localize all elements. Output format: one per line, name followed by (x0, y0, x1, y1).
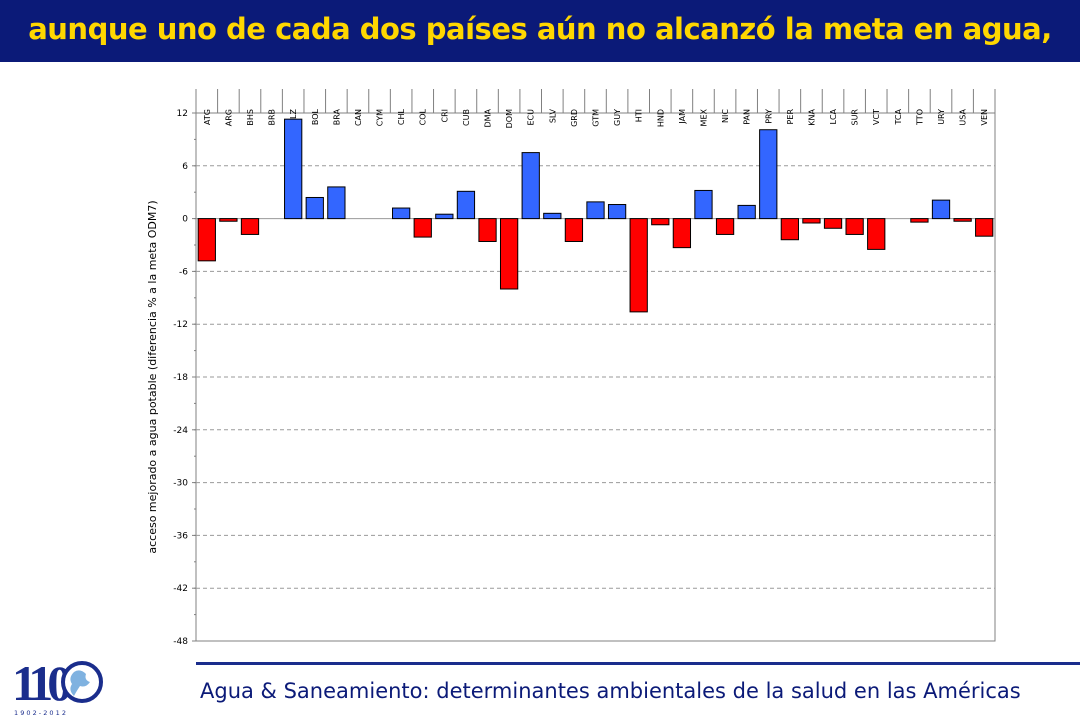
bar-negative (672, 218, 692, 249)
bar-negative (197, 218, 216, 262)
bar-positive (931, 199, 951, 220)
x-tick-label: GUY (613, 109, 622, 126)
footer-caption: Agua & Saneamiento: determinantes ambien… (200, 679, 1021, 703)
x-tick-label: BRA (332, 108, 341, 125)
bar-chart: 12 6 0 -6 -12 -18 -24 -30 -36 -42 -48 ATG ARG BHS BRB B… (146, 89, 996, 647)
bar-negative (478, 218, 497, 242)
y-tick-label: -42 (173, 584, 188, 594)
bar-positive (327, 186, 346, 220)
x-tick-label: GRD (570, 109, 579, 127)
bar-positive (543, 212, 562, 220)
x-tick-label: DOM (505, 109, 514, 128)
bar-negative (219, 218, 238, 222)
y-tick-label: -48 (173, 637, 188, 647)
footer-divider (196, 662, 1080, 665)
bar-positive (284, 118, 303, 220)
y-tick-label: 12 (177, 109, 188, 119)
bar-positive (456, 190, 476, 220)
bar-positive (759, 129, 778, 220)
logo-years: 1 9 0 2 - 2 0 1 2 (14, 709, 66, 717)
y-tick-label: -36 (173, 531, 188, 541)
continent-shape (70, 670, 90, 696)
x-tick-label: PER (786, 109, 795, 125)
x-tick-label: CHL (397, 108, 406, 125)
y-tick-label: -6 (179, 267, 188, 277)
y-tick-label: 6 (182, 162, 188, 172)
x-tick-label: BLZ (289, 108, 298, 124)
bar-positive (586, 201, 605, 220)
x-tick-label: ARG (224, 109, 233, 126)
x-tick-label: CRI (440, 109, 449, 123)
y-tick-label: -24 (173, 426, 188, 436)
x-tick-label: SUR (851, 109, 860, 126)
bar-negative (845, 218, 864, 235)
bar-negative (499, 218, 519, 290)
bar-negative (802, 218, 821, 224)
x-tick-label: HND (656, 109, 665, 127)
x-tick-label: TCA (894, 108, 903, 125)
bar-negative (975, 218, 994, 237)
bar-negative (823, 218, 843, 229)
bar-positive (435, 213, 454, 220)
x-tick-label: CYM (376, 109, 385, 126)
y-tick-label: 0 (182, 215, 188, 225)
x-tick-label: MEX (699, 108, 708, 126)
x-tick-label: CUB (462, 109, 471, 126)
bar-negative (651, 218, 670, 226)
y-tick-label: -30 (173, 479, 188, 489)
x-tick-label: TTO (915, 109, 924, 126)
x-tick-label: NIC (721, 109, 730, 123)
x-tick-label: CAN (354, 109, 363, 126)
y-tick-label: -12 (173, 320, 188, 330)
x-tick-label: ECU (527, 109, 536, 126)
x-tick-label: URY (937, 109, 946, 125)
bar-negative (564, 218, 584, 242)
x-tick-label: KNA (807, 108, 816, 125)
slide-title: aunque uno de cada dos países aún no alc… (28, 12, 1052, 46)
x-tick-label: PRY (764, 109, 773, 124)
bar-positive (737, 204, 756, 220)
x-tick-label: BRB (268, 109, 277, 126)
bar-negative (413, 218, 432, 238)
y-tick-label: -18 (173, 373, 188, 383)
x-tick-label: ATG (203, 109, 212, 125)
bar-negative (240, 218, 260, 235)
bar-positive (607, 204, 627, 220)
x-tick-label: LCA (829, 108, 838, 124)
paho-110-logo: 110 1 9 0 2 - 2 0 1 2 (8, 654, 108, 722)
x-tick-label: HTI (635, 109, 644, 122)
x-tick-label: VEN (980, 109, 989, 126)
bar-negative (910, 218, 929, 223)
bar-positive (694, 189, 713, 220)
y-axis-title: acceso mejorado a agua potable (diferenc… (146, 200, 159, 553)
bar-negative (867, 218, 886, 250)
bar-negative (780, 218, 799, 241)
bar-positive (521, 152, 540, 220)
bar-negative (953, 218, 972, 222)
x-tick-label: USA (959, 108, 968, 125)
x-tick-label: PAN (743, 109, 752, 125)
x-tick-label: SLV (548, 108, 557, 123)
x-tick-label: BOL (311, 108, 320, 125)
x-tick-label: COL (419, 108, 428, 125)
bar-positive (392, 207, 411, 220)
bar-positive (305, 196, 324, 220)
x-tick-label: VCT (872, 109, 881, 125)
bar-negative (715, 218, 735, 235)
x-tick-label: JAM (678, 109, 687, 125)
bar-negative (629, 218, 648, 313)
title-bar: aunque uno de cada dos países aún no alc… (0, 0, 1080, 62)
x-tick-label: BHS (246, 109, 255, 126)
x-tick-label: DMA (484, 108, 493, 127)
x-tick-label: GTM (592, 109, 601, 127)
